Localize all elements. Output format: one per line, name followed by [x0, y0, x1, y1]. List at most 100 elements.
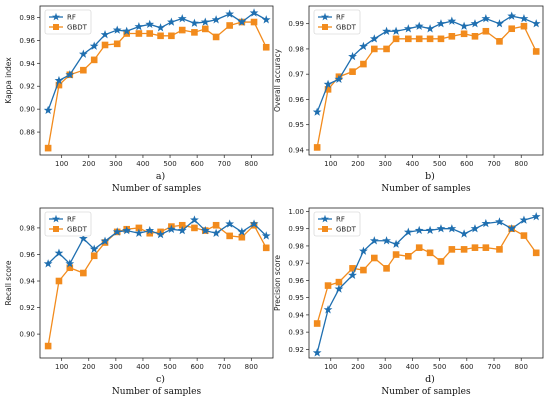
gbdt-series-line — [316, 227, 537, 324]
gbdt-point — [437, 258, 445, 265]
x-tick-label: 300 — [109, 160, 122, 168]
x-axis-label: Number of samples — [381, 184, 471, 194]
rf-point — [261, 15, 271, 24]
rf-point — [78, 49, 88, 58]
x-tick-label: 400 — [406, 363, 419, 371]
rf-point — [122, 225, 132, 235]
x-tick-label: 400 — [136, 160, 149, 168]
gbdt-point — [532, 249, 540, 257]
plot-frame — [39, 5, 274, 156]
x-tick-label: 500 — [433, 363, 446, 371]
rf-point — [507, 224, 517, 233]
rf-point — [369, 236, 379, 245]
gbdt-point — [146, 229, 154, 237]
rf-point — [481, 14, 491, 23]
y-tick-label: 0.94 — [19, 278, 35, 286]
rf-point — [312, 348, 322, 357]
x-tick-label: 600 — [190, 160, 203, 168]
gbdt-point — [101, 41, 109, 49]
y-tick-label: 0.95 — [288, 121, 304, 129]
rf-point — [134, 22, 144, 31]
y-tick-label: 0.92 — [288, 346, 304, 354]
gbdt-point — [250, 18, 258, 26]
rf-point — [100, 30, 110, 39]
gbdt-point — [191, 29, 198, 36]
rf-point — [459, 229, 469, 238]
x-tick-label: 800 — [515, 363, 528, 371]
gbdt-point — [226, 22, 233, 29]
rf-point — [167, 17, 176, 26]
y-axis-label: Precision score — [273, 255, 282, 311]
gbdt-point — [80, 66, 87, 74]
x-tick-label: 200 — [82, 160, 95, 168]
rf-point — [78, 233, 88, 243]
legend-label-gbdt: GBDT — [336, 226, 357, 234]
y-tick-label: 0.92 — [19, 83, 35, 91]
gbdt-point — [113, 40, 121, 48]
x-tick-label: 700 — [218, 160, 231, 168]
rf-point — [200, 225, 210, 235]
gbdt-point — [371, 254, 378, 262]
y-tick-label: 0.90 — [19, 106, 35, 114]
legend-marker-gbdt — [53, 226, 59, 232]
gbdt-point — [55, 81, 63, 89]
y-axis-label: Kappa index — [4, 57, 13, 104]
rf-series-line — [316, 215, 537, 353]
x-tick-label: 200 — [351, 160, 364, 168]
rf-point — [334, 284, 344, 293]
gbdt-point — [415, 35, 423, 43]
legend: RF GBDT — [313, 211, 361, 237]
y-tick-label: 0.95 — [288, 294, 304, 302]
rf-point — [249, 8, 259, 17]
y-tick-label: 0.94 — [288, 146, 304, 154]
y-tick-label: 0.88 — [19, 129, 35, 137]
rf-point — [359, 246, 368, 255]
rf-point — [436, 19, 446, 28]
rf-point — [403, 24, 413, 33]
x-tick-label: 200 — [82, 363, 95, 371]
plot-frame — [39, 207, 274, 359]
gbdt-point — [238, 233, 246, 241]
gbdt-point — [415, 244, 423, 251]
gbdt-point — [371, 45, 378, 53]
gbdt-point — [80, 269, 87, 277]
legend-label-rf: RF — [67, 14, 76, 22]
rf-point — [145, 225, 155, 235]
rf-point — [323, 305, 333, 314]
gbdt-point — [55, 277, 63, 285]
rf-point — [348, 270, 357, 279]
rf-point — [177, 14, 187, 23]
legend-label-rf: RF — [336, 14, 345, 22]
x-tick-label: 100 — [55, 363, 68, 371]
rf-point — [531, 19, 541, 28]
y-tick-label: 0.96 — [288, 277, 304, 285]
gbdt-point — [191, 224, 198, 232]
gbdt-point — [178, 26, 186, 34]
y-tick-label: 0.98 — [288, 242, 304, 250]
gbdt-point — [392, 35, 400, 43]
y-tick-label: 0.99 — [288, 225, 304, 233]
x-tick-label: 100 — [324, 363, 337, 371]
x-tick-label: 700 — [218, 363, 231, 371]
rf-point — [359, 41, 368, 51]
y-tick-label: 0.96 — [19, 37, 35, 45]
rf-point — [403, 227, 413, 236]
x-tick-label: 200 — [351, 363, 364, 371]
rf-point — [122, 26, 132, 35]
x-tick-label: 300 — [378, 160, 391, 168]
rf-point — [481, 218, 491, 228]
legend-label-gbdt: GBDT — [67, 226, 88, 234]
rf-point — [323, 79, 333, 89]
panel-tag: c) — [156, 374, 165, 385]
rf-point — [436, 224, 446, 233]
gbdt-point — [90, 252, 98, 260]
y-tick-label: 0.92 — [19, 304, 35, 312]
x-tick-label: 100 — [55, 160, 68, 168]
gbdt-point — [426, 249, 434, 257]
chart-panel-d: 100 200 300 400 500 600 700 800 0.92 0.93 0.94 0.95… — [273, 207, 544, 397]
panel-tag: d) — [425, 374, 435, 385]
rf-point — [54, 75, 64, 85]
rf-point — [225, 219, 235, 228]
rf-point — [100, 236, 110, 245]
rf-point — [43, 105, 53, 115]
